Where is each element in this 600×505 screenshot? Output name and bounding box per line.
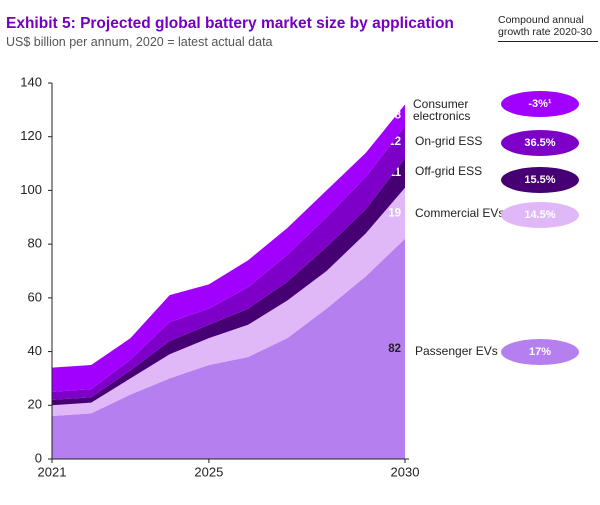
cagr-label: 36.5% bbox=[524, 137, 555, 149]
legend-title-box: Compound annual growth rate 2020-30 bbox=[498, 14, 598, 42]
series-name: Passenger EVs bbox=[415, 344, 498, 358]
area bbox=[52, 187, 405, 417]
series-name: Commercial EVs bbox=[415, 206, 504, 220]
x-tick-label: 2030 bbox=[391, 464, 420, 479]
legend-title: Compound annual growth rate 2020-30 bbox=[498, 14, 598, 42]
chart-subtitle: US$ billion per annum, 2020 = latest act… bbox=[6, 35, 273, 49]
y-tick-label: 20 bbox=[28, 397, 42, 412]
y-tick-label: 60 bbox=[28, 289, 42, 304]
y-tick-label: 0 bbox=[35, 450, 42, 465]
series-name: Off-grid ESS bbox=[415, 164, 482, 178]
cagr-pill bbox=[501, 167, 579, 193]
cagr-pill bbox=[501, 130, 579, 156]
y-tick-label: 140 bbox=[20, 74, 42, 89]
cagr-label: 15.5% bbox=[524, 174, 555, 186]
cagr-pill bbox=[501, 91, 579, 117]
series-name-box: Consumer electronics bbox=[413, 98, 471, 123]
value-label: 19 bbox=[388, 207, 401, 219]
cagr-label: 14.5% bbox=[524, 209, 555, 221]
series-name: Consumer electronics bbox=[413, 98, 471, 123]
x-tick-label: 2025 bbox=[194, 464, 223, 479]
y-tick-label: 100 bbox=[20, 182, 42, 197]
cagr-label: 17% bbox=[529, 346, 551, 358]
value-label: 8 bbox=[395, 109, 402, 121]
x-tick-label: 2021 bbox=[38, 464, 67, 479]
value-label: 82 bbox=[388, 343, 401, 355]
chart-title: Exhibit 5: Projected global battery mark… bbox=[6, 15, 454, 32]
series-name: On-grid ESS bbox=[415, 134, 482, 148]
y-tick-label: 80 bbox=[28, 236, 42, 251]
area bbox=[52, 238, 405, 459]
cagr-pill bbox=[501, 202, 579, 228]
y-tick-label: 40 bbox=[28, 343, 42, 358]
cagr-label: -3%¹ bbox=[528, 98, 552, 110]
y-tick-label: 120 bbox=[20, 128, 42, 143]
cagr-pill bbox=[501, 339, 579, 365]
